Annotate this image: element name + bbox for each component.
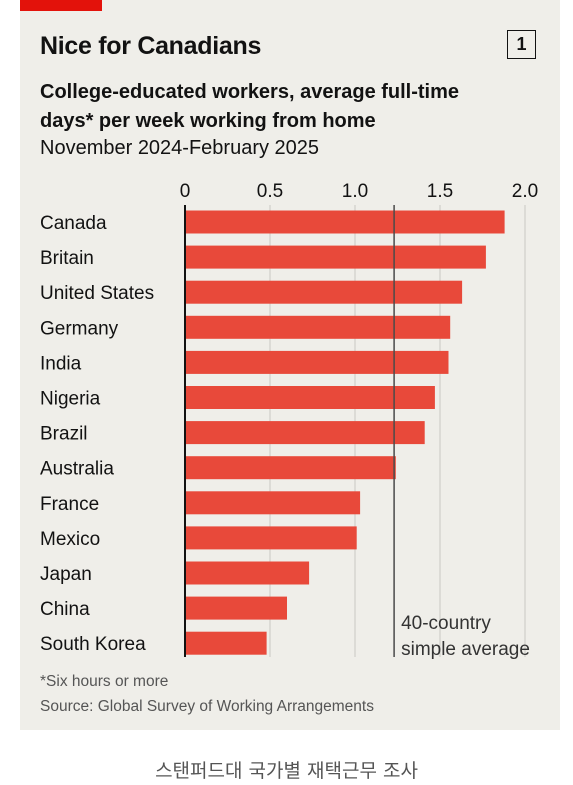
category-label: United States <box>40 283 154 304</box>
bar <box>185 386 435 409</box>
chart-title: Nice for Canadians <box>40 32 262 60</box>
bar <box>185 280 463 304</box>
category-label: Japan <box>40 564 92 585</box>
subtitle-line-1: College-educated workers, average full-t… <box>40 81 460 103</box>
chart-subtitle: College-educated workers, average full-t… <box>40 78 520 136</box>
chart-number-badge: 1 <box>507 30 536 59</box>
x-tick-label: 1.5 <box>427 181 453 202</box>
average-label-line-1: 40-country <box>401 613 491 634</box>
x-tick-label: 0 <box>180 181 191 202</box>
bar <box>185 491 361 515</box>
bar <box>185 210 505 234</box>
category-label: France <box>40 494 99 515</box>
category-label: Nigeria <box>40 389 101 410</box>
category-label: China <box>40 599 90 620</box>
x-tick-label: 1.0 <box>342 181 368 202</box>
category-label: Mexico <box>40 529 100 550</box>
bar <box>185 561 310 585</box>
bar <box>185 631 267 655</box>
category-label: Germany <box>40 318 119 339</box>
image-caption: 스탠퍼드대 국가별 재택근무 조사 <box>155 760 418 782</box>
brand-tab <box>20 0 102 11</box>
category-label: South Korea <box>40 634 146 655</box>
chart-source: Source: Global Survey of Working Arrange… <box>40 698 374 715</box>
bar <box>185 421 425 445</box>
bar <box>185 245 486 269</box>
bar <box>185 315 451 339</box>
x-tick-label: 0.5 <box>257 181 283 202</box>
average-label-line-2: simple average <box>401 639 530 660</box>
bar <box>185 526 357 550</box>
category-label: India <box>40 353 82 374</box>
category-label: Canada <box>40 213 107 234</box>
bar <box>185 596 287 620</box>
chart-footnote: *Six hours or more <box>40 673 169 690</box>
bar <box>185 456 396 480</box>
category-label: Britain <box>40 248 94 269</box>
x-tick-label: 2.0 <box>512 181 538 202</box>
category-label: Australia <box>40 459 114 480</box>
chart-period: November 2024-February 2025 <box>40 137 320 159</box>
subtitle-line-2: days* per week working from home <box>40 110 376 132</box>
bar <box>185 350 449 374</box>
category-label: Brazil <box>40 424 88 445</box>
